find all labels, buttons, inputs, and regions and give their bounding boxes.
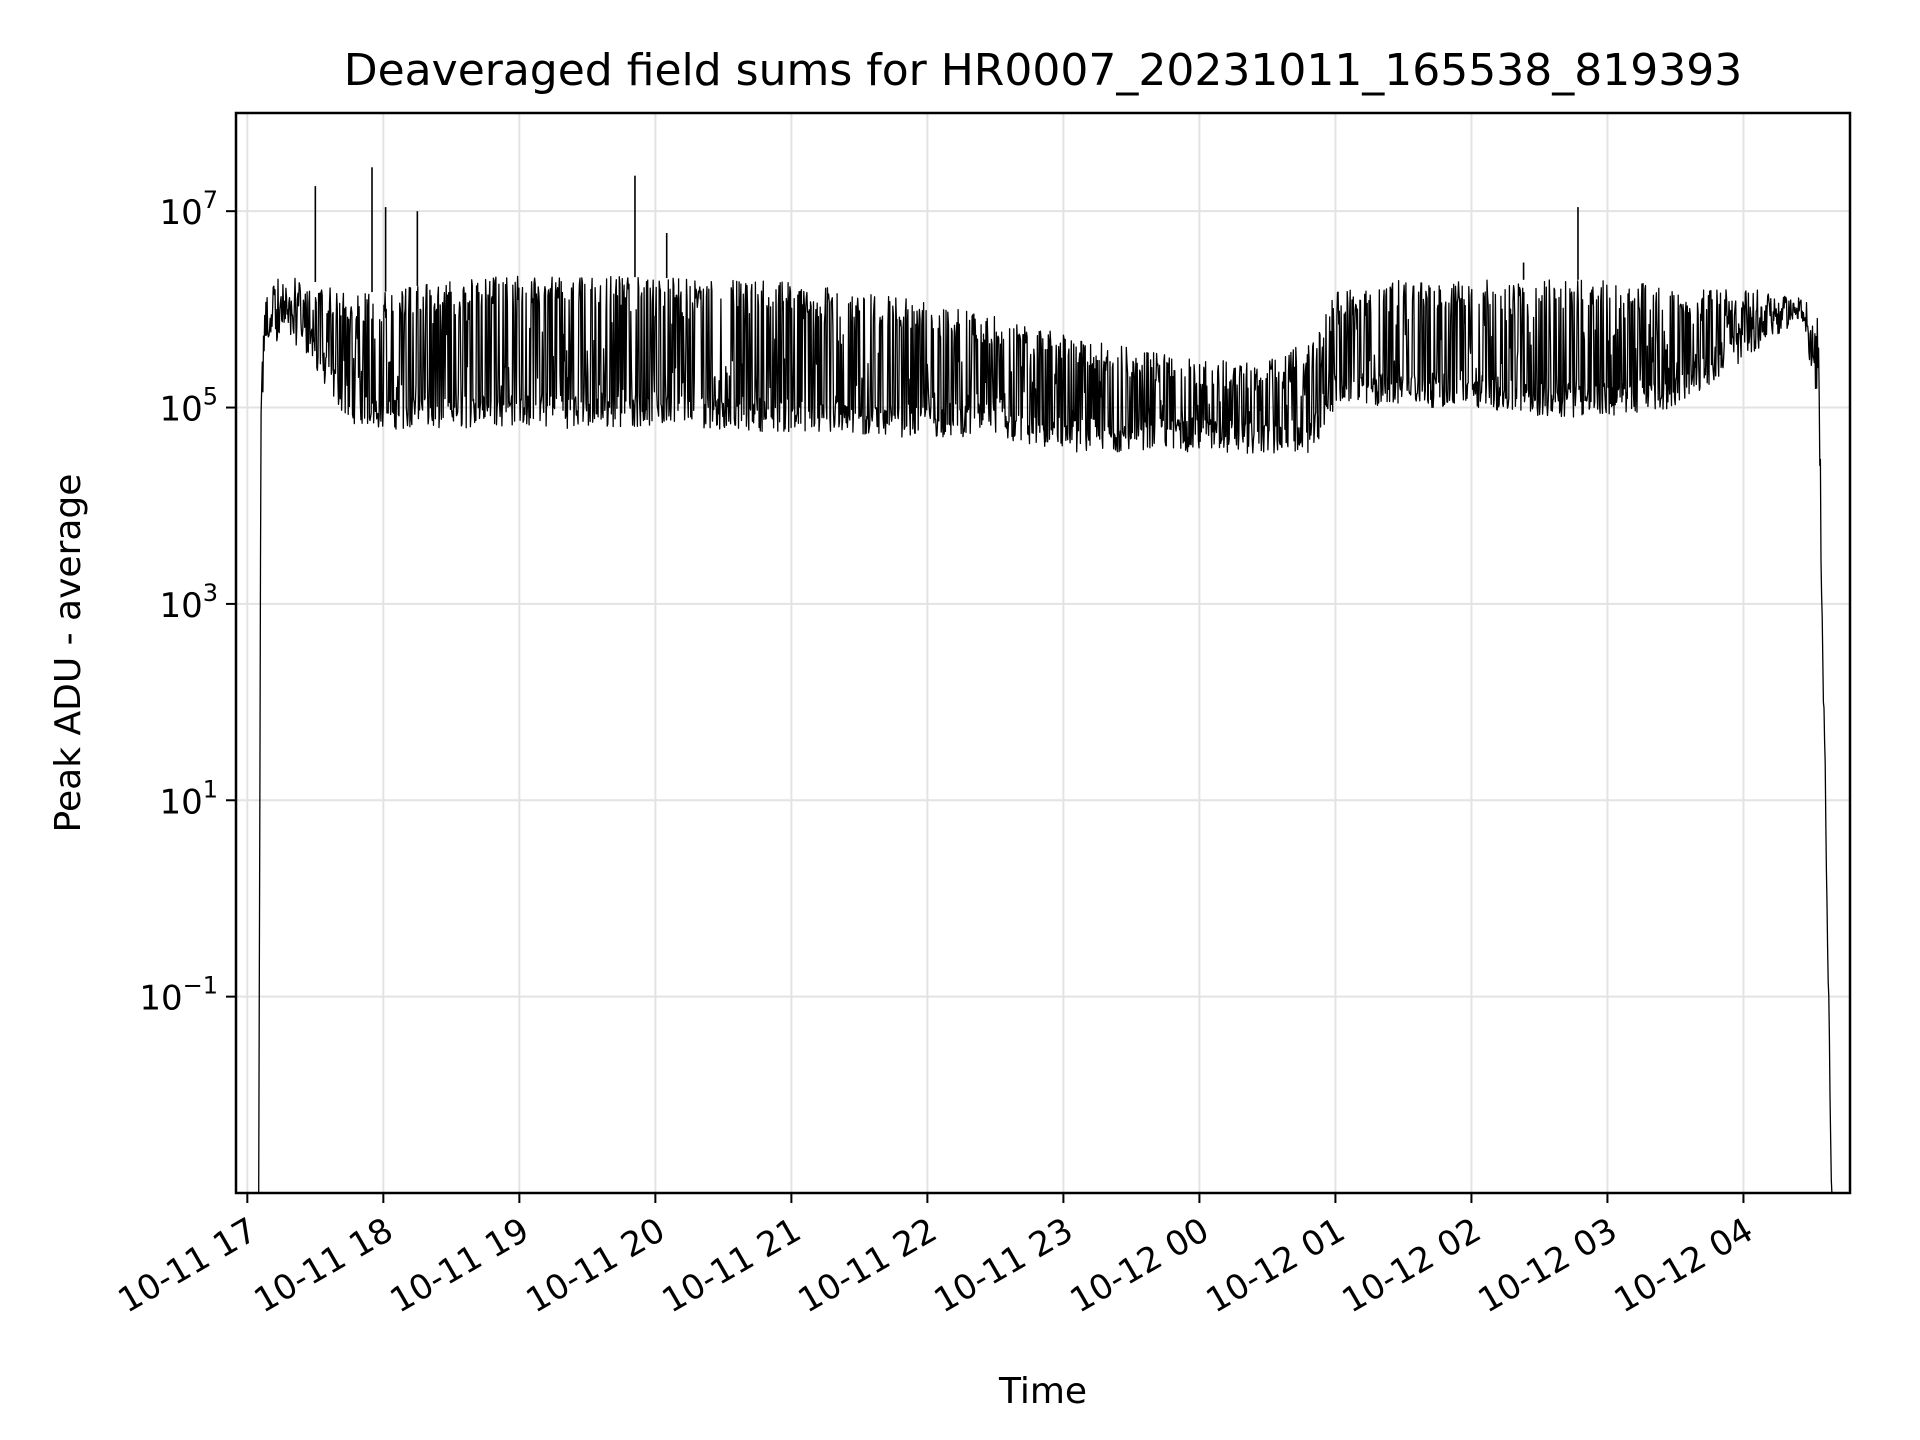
y-tick-exponent: −1 (183, 972, 218, 1000)
y-tick-base: 10 (159, 586, 202, 626)
series-layer (258, 167, 1833, 1194)
y-tick-base: 10 (159, 782, 202, 822)
chart-title: Deaveraged field sums for HR0007_2023101… (344, 45, 1743, 96)
y-tick-label: 103 (159, 579, 218, 626)
series-line (258, 275, 1833, 1194)
y-tick-label: 107 (159, 186, 218, 233)
y-tick-exponent: 5 (203, 383, 218, 411)
y-tick-base: 10 (159, 390, 202, 430)
plot-frame (234, 111, 1852, 1195)
y-tick-label: 101 (159, 775, 218, 822)
y-tick-base: 10 (159, 193, 202, 233)
y-tick-base: 10 (139, 979, 182, 1019)
y-tick-exponent: 3 (203, 579, 218, 607)
y-tick-label: 105 (159, 383, 218, 430)
y-tick-exponent: 7 (203, 186, 218, 214)
y-tick-exponent: 1 (203, 775, 218, 803)
y-axis-label: Peak ADU - average (48, 474, 89, 833)
x-axis-label: Time (998, 1371, 1087, 1412)
y-tick-label: 10−1 (139, 972, 218, 1019)
